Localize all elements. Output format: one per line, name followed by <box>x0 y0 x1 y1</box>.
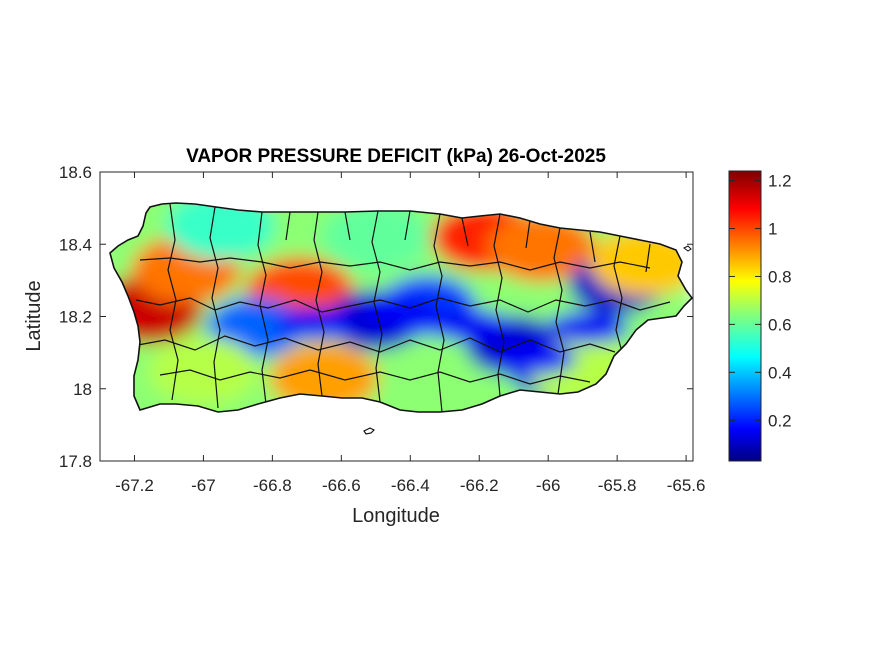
municipality-boundary <box>313 211 325 397</box>
y-tick-label: 18.6 <box>59 163 92 182</box>
vpd-band <box>361 296 442 329</box>
vpd-blob <box>486 213 596 282</box>
municipality-boundary <box>209 206 221 409</box>
chart-title: VAPOR PRESSURE DEFICIT (kPa) 26-Oct-2025 <box>186 146 606 167</box>
colorbar <box>728 170 762 462</box>
x-tick-label: -67 <box>191 476 216 495</box>
vpd-blob <box>321 203 431 272</box>
x-tick-label: -66.4 <box>391 476 430 495</box>
x-tick-label: -65.8 <box>598 476 637 495</box>
islet-northeast <box>683 245 692 252</box>
x-tick-label: -65.6 <box>667 476 706 495</box>
municipality-boundary <box>159 369 591 385</box>
municipality-boundary <box>371 210 383 403</box>
caja-de-muertos-island <box>363 427 376 435</box>
x-tick-label: -66 <box>536 476 561 495</box>
y-tick-label: 18.4 <box>59 235 92 254</box>
x-tick-label: -67.2 <box>115 476 154 495</box>
vpd-band <box>496 342 577 375</box>
vpd-band <box>275 307 356 340</box>
municipality-boundary <box>285 210 651 273</box>
colorbar-ticks: 0.2 0.4 0.6 0.8 1 1.2 <box>729 172 792 430</box>
colorbar-tick-label: 0.4 <box>768 363 792 382</box>
municipality-borders <box>135 203 671 412</box>
y-axis: 17.8 18 18.2 18.4 18.6 <box>59 163 693 471</box>
colorbar-tick-label: 1 <box>768 220 777 239</box>
municipality-boundary <box>167 203 179 401</box>
municipality-boundary <box>493 213 505 397</box>
municipality-boundary <box>139 257 651 271</box>
vpd-band <box>547 311 628 344</box>
municipality-boundary <box>257 211 269 405</box>
municipality-boundary <box>613 235 623 353</box>
vpd-band <box>430 309 511 342</box>
coastline <box>109 202 694 413</box>
municipality-boundary <box>135 297 671 313</box>
y-tick-label: 17.8 <box>59 452 92 471</box>
colorbar-tick-label: 0.2 <box>768 411 792 430</box>
y-tick-label: 18.2 <box>59 308 92 327</box>
x-tick-label: -66.6 <box>322 476 361 495</box>
colorbar-tick-label: 1.2 <box>768 172 792 191</box>
y-axis-label: Latitude <box>23 280 45 351</box>
x-axis: -67.2 -67 -66.8 -66.6 -66.4 -66.2 -66 -65.8 -65.… <box>115 172 705 495</box>
colorbar-tick-label: 0.6 <box>768 315 792 334</box>
y-tick-label: 18 <box>73 380 92 399</box>
vpd-blob <box>149 336 258 405</box>
municipality-boundary <box>433 213 445 412</box>
x-tick-label: -66.8 <box>253 476 292 495</box>
colorbar-tick-label: 0.8 <box>768 267 792 286</box>
municipality-boundary <box>553 227 565 395</box>
x-tick-label: -66.2 <box>460 476 499 495</box>
x-axis-label: Longitude <box>352 505 440 527</box>
municipality-boundary <box>137 335 616 353</box>
